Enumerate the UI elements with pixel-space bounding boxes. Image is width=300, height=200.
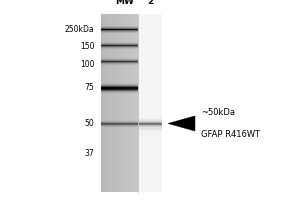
Text: 150: 150 <box>80 42 94 51</box>
Text: 250kDa: 250kDa <box>65 25 94 34</box>
Text: 75: 75 <box>85 83 94 92</box>
Polygon shape <box>168 116 195 131</box>
Text: ~50kDa: ~50kDa <box>201 108 235 117</box>
Text: 50: 50 <box>85 119 94 128</box>
Text: 2: 2 <box>147 0 153 6</box>
Text: MW: MW <box>115 0 134 6</box>
Text: 100: 100 <box>80 60 94 69</box>
Text: GFAP R416WT: GFAP R416WT <box>201 130 260 139</box>
Text: 37: 37 <box>85 149 94 158</box>
